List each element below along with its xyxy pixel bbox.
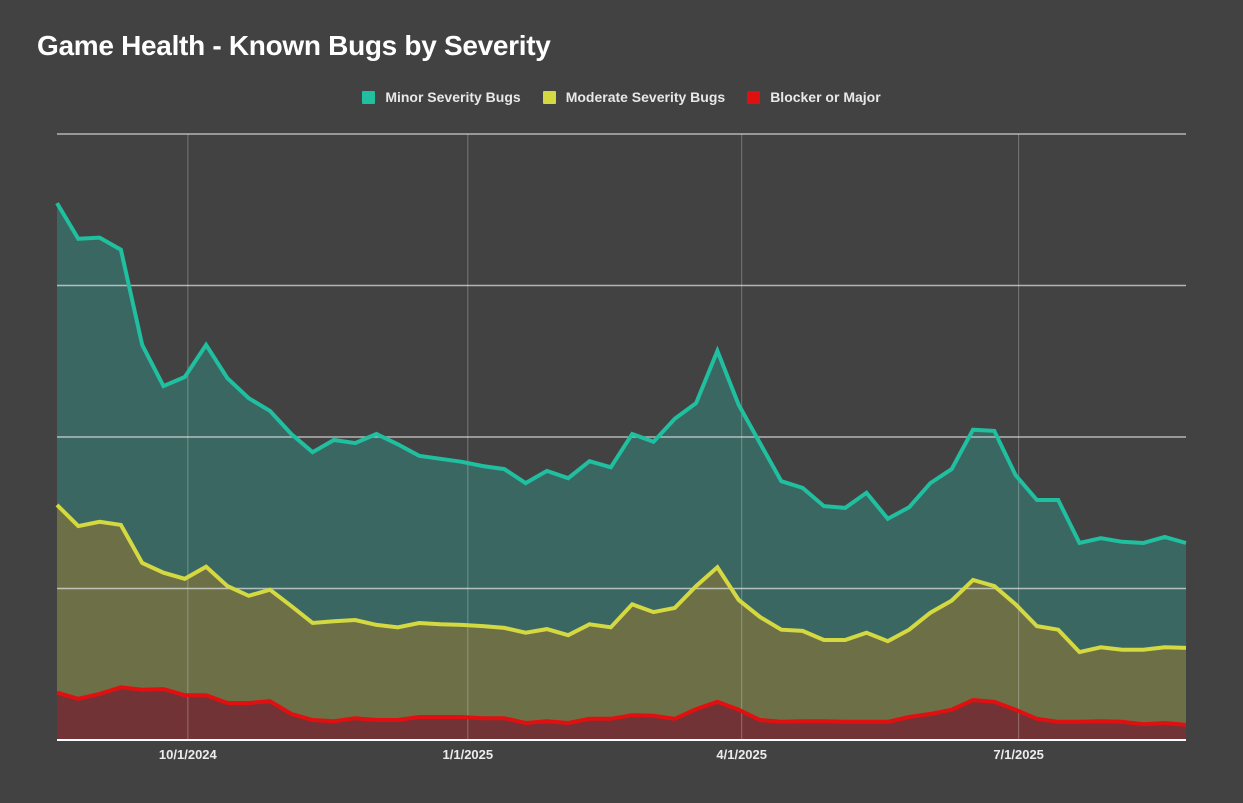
legend-swatch-moderate [542,90,556,104]
legend-label-moderate: Moderate Severity Bugs [565,89,726,105]
legend-label-minor: Minor Severity Bugs [385,89,521,105]
x-tick-label: 1/1/2025 [443,747,494,762]
x-tick-labels: 10/1/2024 1/1/2025 4/1/2025 7/1/2025 [159,747,1044,762]
chart-title: Game Health - Known Bugs by Severity [37,30,551,61]
x-tick-label: 4/1/2025 [716,747,767,762]
legend-item-minor[interactable]: Minor Severity Bugs [362,89,521,105]
line-minor-severity-bugs[interactable] [55,202,1187,546]
area-minor-severity-bugs [57,203,1186,741]
x-tick-label: 10/1/2024 [159,747,218,762]
legend-swatch-blocker [747,90,761,104]
x-tick-label: 7/1/2025 [993,747,1044,762]
legend-item-moderate[interactable]: Moderate Severity Bugs [542,89,726,105]
legend-swatch-minor [362,90,376,104]
area-blocker-or-major [57,687,1186,740]
legend-item-blocker[interactable]: Blocker or Major [747,89,881,105]
line-moderate-severity-bugs[interactable] [55,503,1187,655]
line-blocker-or-major[interactable] [56,685,1187,727]
area-moderate-severity-bugs [57,504,1186,740]
legend: Minor Severity Bugs Moderate Severity Bu… [0,89,1243,105]
legend-label-blocker: Blocker or Major [770,89,881,105]
series-areas [57,203,1186,741]
series-lines [55,202,1187,727]
